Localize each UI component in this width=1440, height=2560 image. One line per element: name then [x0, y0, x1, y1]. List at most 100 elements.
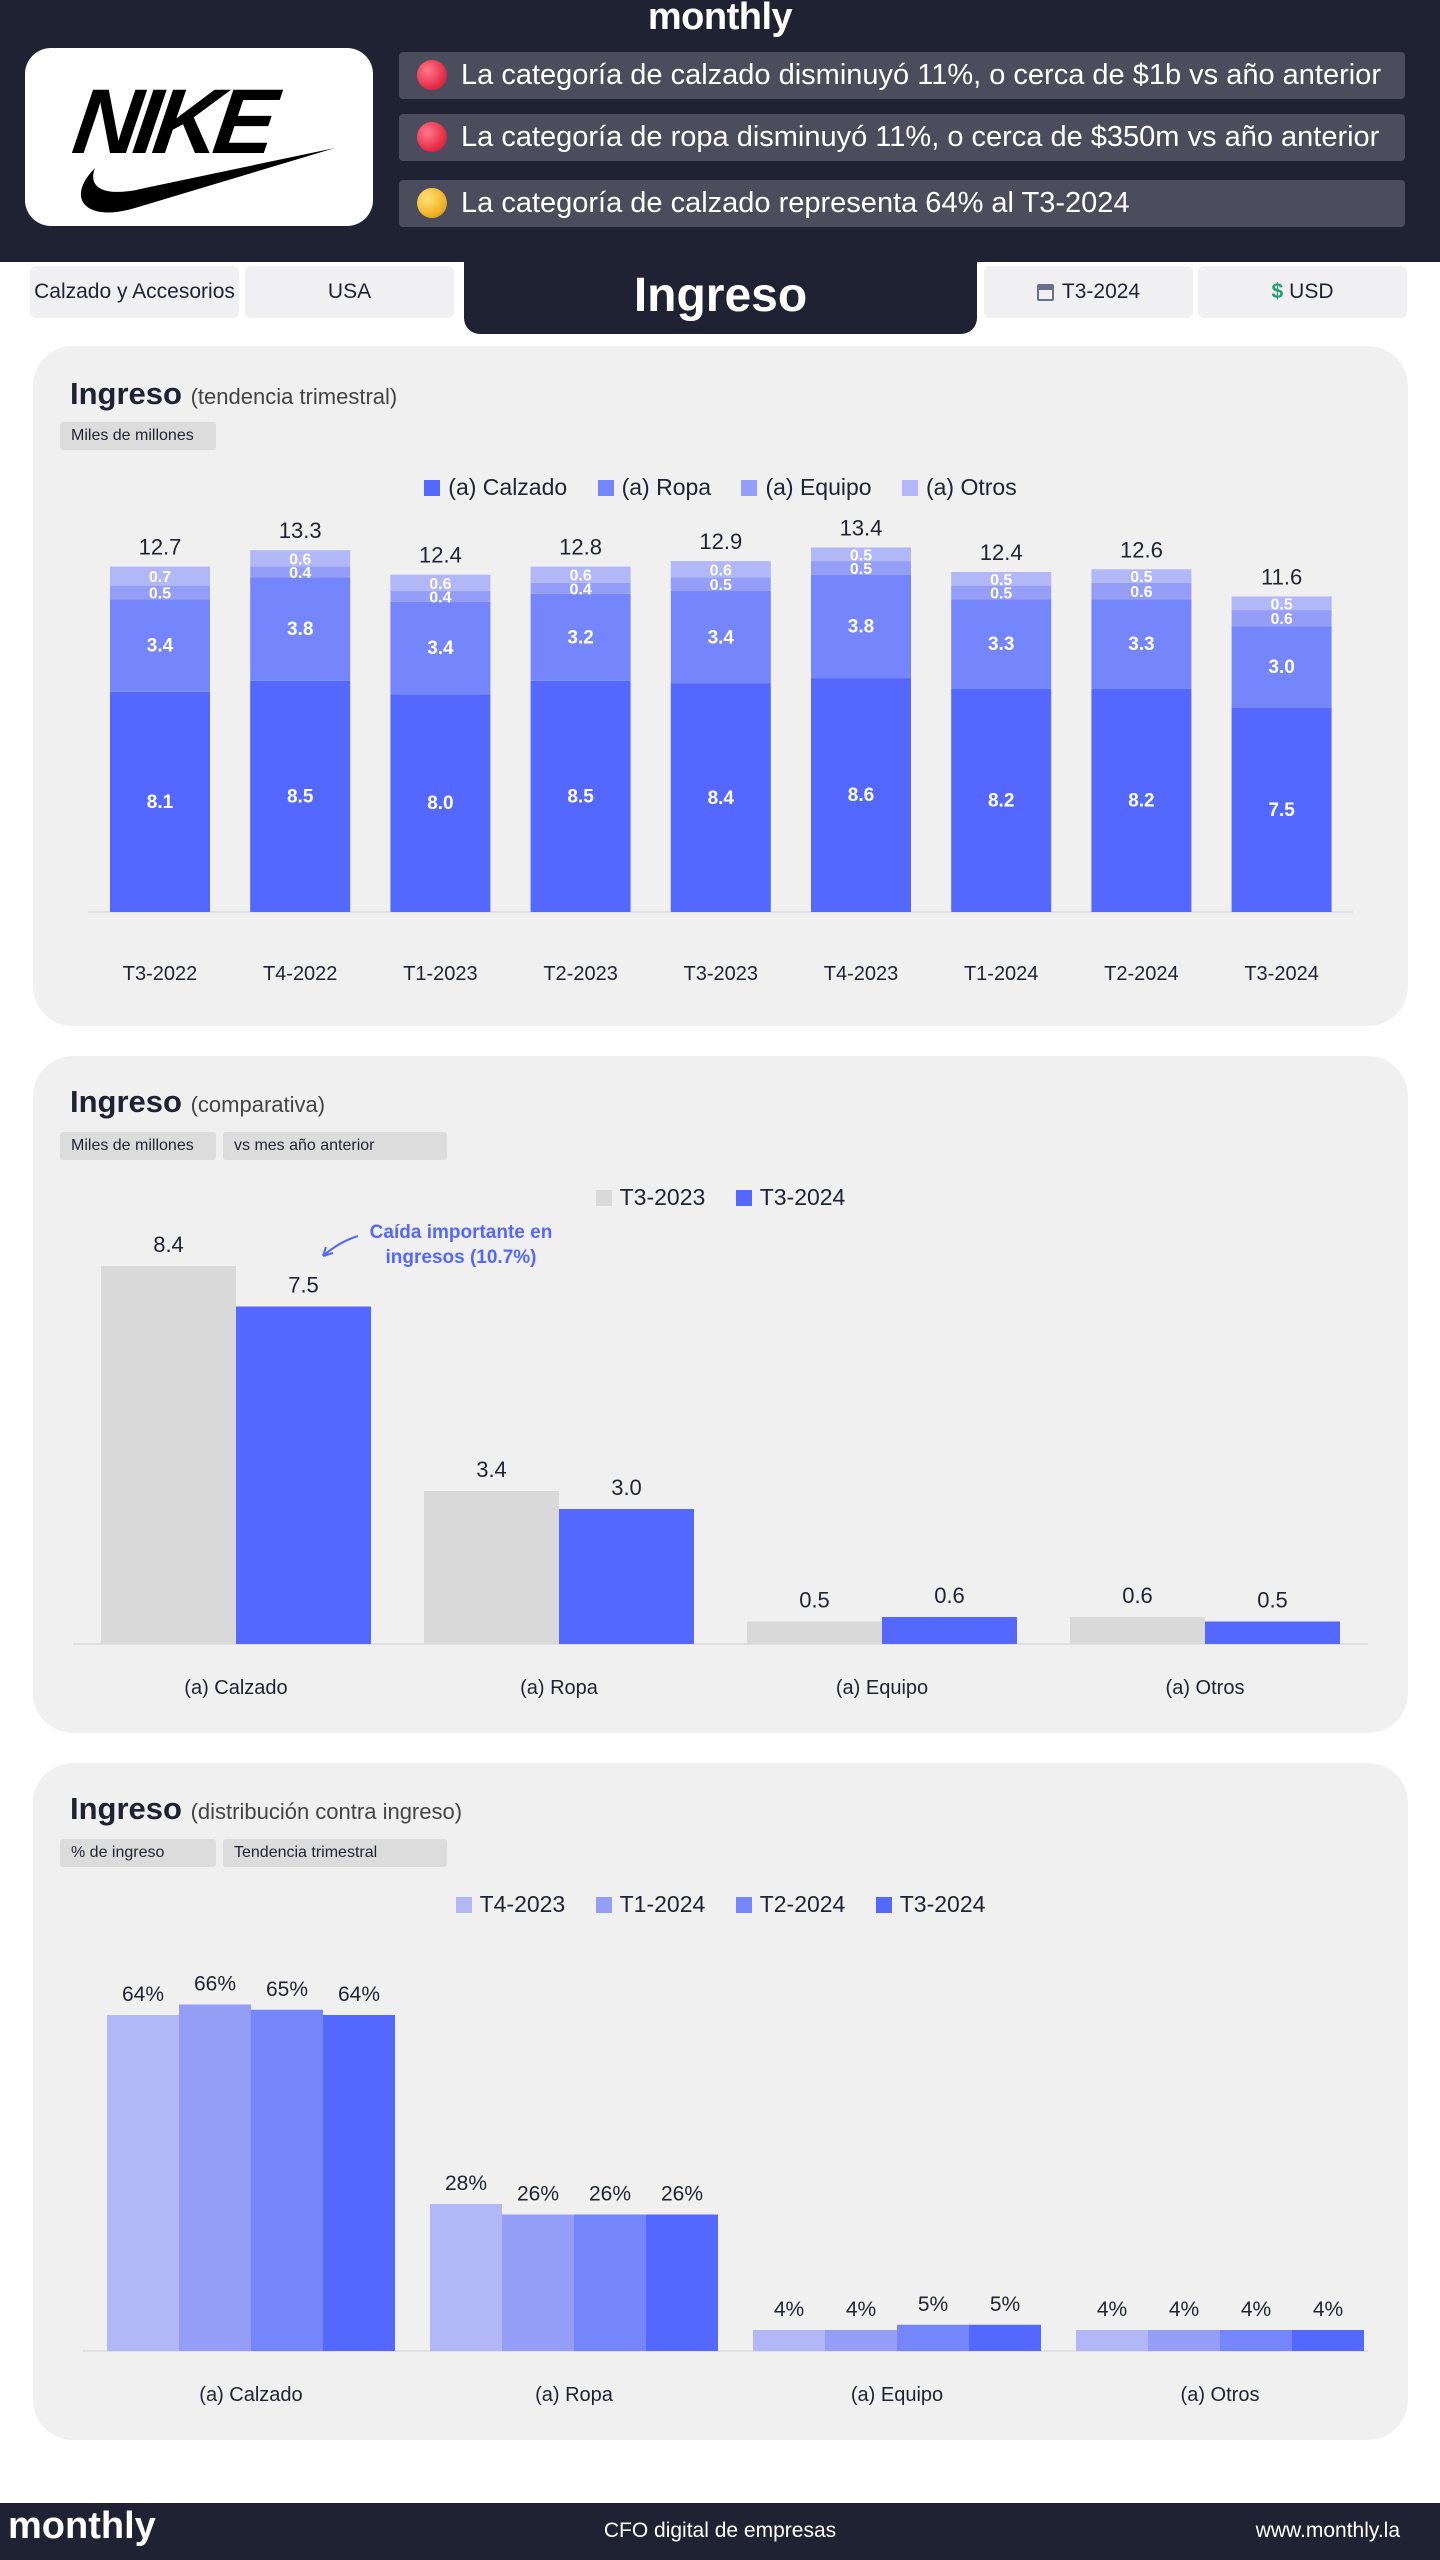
- data-label: 3.4: [427, 638, 454, 659]
- data-label: 8.2: [1128, 790, 1154, 811]
- data-label: 28%: [445, 2172, 487, 2195]
- x-tick-label: (a) Ropa: [520, 1677, 599, 1699]
- arrow-head-icon: [322, 1246, 334, 1257]
- footer: monthly CFO digital de empresas www.mont…: [0, 2503, 1440, 2560]
- x-tick-label: T4-2022: [263, 963, 338, 985]
- filter-region[interactable]: USA: [245, 266, 454, 318]
- data-label: 64%: [122, 1983, 164, 2006]
- bar-segment: [110, 691, 210, 912]
- nike-logo-graphic: NIKE: [67, 69, 335, 213]
- x-tick-label: (a) Calzado: [184, 1677, 287, 1699]
- legend-item: (a) Ropa: [597, 474, 711, 501]
- legend-item: (a) Calzado: [424, 474, 567, 501]
- x-tick-label: (a) Otros: [1166, 1677, 1245, 1699]
- card-title: Ingreso (tendencia trimestral): [70, 376, 398, 411]
- bar-segment: [811, 547, 911, 562]
- legend: T4-2023 T1-2024 T2-2024 T3-2024: [33, 1891, 1408, 1918]
- distribution-bar-chart: 64% 66% 65% 64% (a) Calzado 28% 26% 26% 26% (a) R…: [83, 1973, 1368, 2406]
- bar: [1070, 1617, 1205, 1644]
- bar-segment: [390, 574, 491, 592]
- x-tick-label: T2-2024: [1104, 963, 1179, 985]
- data-label: 8.6: [848, 785, 874, 806]
- bar: [107, 2015, 179, 2351]
- bar: [574, 2214, 646, 2351]
- bar-segment: [1091, 688, 1192, 912]
- bar-segment: [390, 694, 491, 912]
- bar: [1292, 2330, 1364, 2351]
- bar-segment: [530, 582, 631, 594]
- filter-period[interactable]: T3-2024: [984, 266, 1193, 318]
- data-label: 0.6: [1130, 584, 1152, 601]
- data-label: 0.5: [149, 585, 171, 602]
- data-label: 3.4: [708, 627, 735, 648]
- bar-segment: [390, 591, 491, 602]
- bar: [646, 2214, 718, 2351]
- total-label: 13.4: [840, 516, 883, 541]
- bar: [753, 2330, 825, 2351]
- data-label: 0.4: [429, 589, 451, 606]
- insight-1: La categoría de calzado disminuyó 11%, o…: [399, 52, 1405, 99]
- data-label: 3.0: [1268, 657, 1294, 678]
- red-circle-icon: [417, 122, 447, 152]
- bar-segment: [110, 599, 210, 692]
- x-tick-label: T1-2024: [964, 963, 1039, 985]
- data-label: 26%: [589, 2183, 631, 2206]
- x-tick-label: (a) Equipo: [851, 2384, 943, 2406]
- data-label: 0.5: [850, 561, 872, 578]
- data-label: 7.5: [1268, 800, 1295, 821]
- nike-logo-text: NIKE: [67, 69, 286, 172]
- bar-segment: [951, 599, 1052, 689]
- dollar-icon: $: [1271, 280, 1284, 303]
- filter-category[interactable]: Calzado y Accesorios: [30, 266, 239, 318]
- data-label: 65%: [266, 1978, 308, 2001]
- bar-segment: [390, 601, 491, 695]
- bar-segment: [250, 577, 351, 681]
- bar: [1076, 2330, 1148, 2351]
- data-label: 0.6: [934, 1583, 965, 1608]
- card-title: Ingreso (comparativa): [70, 1084, 326, 1119]
- footer-tagline: CFO digital de empresas: [603, 2519, 837, 2542]
- data-label: 0.5: [1270, 596, 1292, 613]
- data-label: 0.6: [1122, 1583, 1153, 1608]
- bar-segment: [110, 566, 210, 586]
- bar-segment: [1091, 569, 1192, 583]
- data-label: 4%: [1169, 2298, 1199, 2321]
- bar-segment: [250, 566, 351, 578]
- bar: [1148, 2330, 1220, 2351]
- data-label: 0.5: [1257, 1588, 1288, 1613]
- data-label: 4%: [774, 2298, 804, 2321]
- trend-tag: Tendencia trimestral: [223, 1839, 447, 1867]
- x-tick-label: (a) Ropa: [535, 2384, 614, 2406]
- total-label: 11.6: [1261, 564, 1302, 589]
- legend-item: T4-2023: [455, 1891, 565, 1918]
- annotation-arrow: [322, 1235, 359, 1257]
- card-comparison: Ingreso (comparativa) Miles de millones …: [33, 1056, 1408, 1733]
- data-label: 8.4: [708, 788, 735, 809]
- bar-segment: [1231, 610, 1332, 627]
- data-label: 3.8: [848, 616, 874, 637]
- bar: [747, 1621, 882, 1644]
- legend: T3-2023 T3-2024: [33, 1184, 1408, 1211]
- data-label: 4%: [846, 2298, 876, 2321]
- comparison-tag: vs mes año anterior: [223, 1132, 447, 1160]
- data-label: 0.5: [710, 577, 732, 594]
- filter-currency[interactable]: $ USD: [1198, 266, 1407, 318]
- insight-text: La categoría de ropa disminuyó 11%, o ce…: [461, 121, 1380, 153]
- calendar-icon: [1036, 284, 1054, 301]
- bar: [251, 2009, 323, 2351]
- bar-segment: [530, 680, 631, 912]
- footer-url[interactable]: www.monthly.la: [1255, 2519, 1400, 2542]
- total-label: 12.7: [139, 535, 182, 560]
- data-label: 3.4: [147, 635, 174, 656]
- data-label: 0.4: [289, 565, 311, 582]
- legend-item: (a) Equipo: [741, 474, 872, 501]
- data-label: 3.4: [476, 1457, 507, 1482]
- unit-tag: % de ingreso: [60, 1839, 216, 1867]
- bar: [424, 1491, 559, 1644]
- legend-item: T1-2024: [595, 1891, 705, 1918]
- bar: [1205, 1621, 1340, 1644]
- card-title: Ingreso (distribución contra ingreso): [70, 1791, 463, 1826]
- data-label: 5%: [918, 2293, 948, 2316]
- data-label: 26%: [661, 2183, 703, 2206]
- bar-segment: [1231, 596, 1332, 611]
